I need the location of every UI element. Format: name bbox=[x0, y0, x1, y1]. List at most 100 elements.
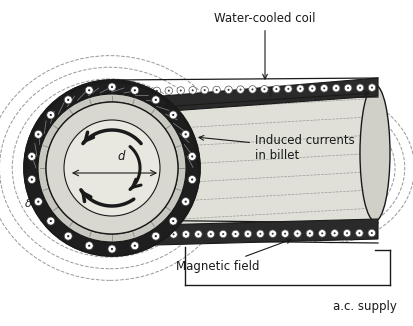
Ellipse shape bbox=[34, 198, 42, 206]
Ellipse shape bbox=[263, 88, 266, 90]
Ellipse shape bbox=[334, 232, 336, 234]
Ellipse shape bbox=[235, 233, 237, 235]
Ellipse shape bbox=[31, 178, 33, 181]
Ellipse shape bbox=[244, 230, 252, 238]
Ellipse shape bbox=[297, 232, 299, 234]
Ellipse shape bbox=[85, 242, 93, 250]
Ellipse shape bbox=[169, 111, 177, 119]
Ellipse shape bbox=[213, 86, 221, 94]
Ellipse shape bbox=[207, 230, 214, 238]
Ellipse shape bbox=[191, 156, 193, 157]
Ellipse shape bbox=[170, 230, 177, 238]
Ellipse shape bbox=[335, 87, 337, 89]
Ellipse shape bbox=[111, 86, 113, 88]
Ellipse shape bbox=[195, 230, 202, 238]
Ellipse shape bbox=[165, 87, 173, 95]
Ellipse shape bbox=[343, 230, 351, 237]
Ellipse shape bbox=[168, 90, 170, 92]
Ellipse shape bbox=[185, 133, 187, 135]
Ellipse shape bbox=[371, 87, 373, 89]
Polygon shape bbox=[115, 78, 378, 115]
Ellipse shape bbox=[359, 87, 361, 89]
Ellipse shape bbox=[356, 84, 364, 92]
Ellipse shape bbox=[144, 90, 146, 92]
Ellipse shape bbox=[67, 99, 69, 101]
Ellipse shape bbox=[24, 80, 200, 256]
Ellipse shape bbox=[344, 84, 352, 92]
Text: Induced currents
in billet: Induced currents in billet bbox=[199, 134, 355, 162]
Ellipse shape bbox=[31, 156, 33, 157]
Ellipse shape bbox=[299, 88, 301, 90]
Ellipse shape bbox=[256, 230, 264, 238]
Ellipse shape bbox=[38, 94, 186, 242]
Ellipse shape bbox=[197, 233, 199, 235]
Ellipse shape bbox=[131, 86, 139, 94]
Text: l: l bbox=[268, 87, 272, 100]
Ellipse shape bbox=[188, 175, 196, 184]
Ellipse shape bbox=[275, 88, 278, 90]
Ellipse shape bbox=[38, 94, 186, 242]
Ellipse shape bbox=[173, 233, 175, 235]
Ellipse shape bbox=[358, 232, 361, 234]
Ellipse shape bbox=[259, 233, 261, 235]
Ellipse shape bbox=[120, 90, 122, 92]
Ellipse shape bbox=[185, 233, 187, 235]
Ellipse shape bbox=[249, 86, 256, 93]
Text: Magnetic field: Magnetic field bbox=[176, 239, 291, 273]
Ellipse shape bbox=[284, 233, 286, 235]
Ellipse shape bbox=[141, 87, 149, 95]
Ellipse shape bbox=[134, 89, 136, 91]
Ellipse shape bbox=[132, 90, 134, 92]
Ellipse shape bbox=[261, 85, 268, 93]
Ellipse shape bbox=[47, 111, 55, 119]
Ellipse shape bbox=[88, 89, 90, 91]
Ellipse shape bbox=[356, 230, 363, 237]
Ellipse shape bbox=[309, 232, 311, 234]
Ellipse shape bbox=[117, 88, 125, 95]
Ellipse shape bbox=[294, 230, 301, 237]
Ellipse shape bbox=[320, 84, 328, 92]
Ellipse shape bbox=[216, 89, 218, 91]
Ellipse shape bbox=[37, 200, 39, 203]
Text: d: d bbox=[117, 150, 124, 163]
Ellipse shape bbox=[111, 248, 113, 250]
Ellipse shape bbox=[152, 96, 160, 104]
Ellipse shape bbox=[222, 233, 224, 235]
Ellipse shape bbox=[368, 229, 375, 237]
Ellipse shape bbox=[285, 85, 292, 93]
Text: a.c. supply: a.c. supply bbox=[333, 300, 397, 313]
Ellipse shape bbox=[47, 217, 55, 225]
Ellipse shape bbox=[228, 89, 230, 91]
Ellipse shape bbox=[182, 230, 190, 238]
Ellipse shape bbox=[88, 244, 90, 247]
Ellipse shape bbox=[177, 87, 185, 94]
Ellipse shape bbox=[64, 96, 72, 104]
Ellipse shape bbox=[306, 230, 313, 237]
Polygon shape bbox=[155, 219, 378, 245]
Ellipse shape bbox=[331, 230, 338, 237]
Ellipse shape bbox=[287, 88, 290, 90]
Ellipse shape bbox=[28, 153, 36, 160]
Ellipse shape bbox=[309, 85, 316, 92]
Ellipse shape bbox=[67, 235, 69, 237]
Ellipse shape bbox=[37, 133, 39, 135]
Ellipse shape bbox=[108, 245, 116, 253]
Ellipse shape bbox=[297, 85, 304, 93]
Ellipse shape bbox=[188, 153, 196, 160]
Ellipse shape bbox=[269, 230, 276, 237]
Ellipse shape bbox=[64, 120, 160, 216]
Ellipse shape bbox=[204, 89, 206, 91]
Ellipse shape bbox=[50, 114, 52, 116]
Ellipse shape bbox=[232, 230, 239, 238]
Ellipse shape bbox=[155, 235, 157, 237]
Ellipse shape bbox=[129, 87, 137, 95]
Ellipse shape bbox=[332, 84, 340, 92]
Ellipse shape bbox=[131, 242, 139, 250]
Ellipse shape bbox=[321, 232, 323, 234]
Ellipse shape bbox=[172, 114, 174, 116]
Ellipse shape bbox=[153, 87, 161, 95]
Ellipse shape bbox=[108, 83, 116, 91]
Ellipse shape bbox=[156, 90, 158, 92]
Ellipse shape bbox=[201, 86, 209, 94]
Ellipse shape bbox=[210, 233, 212, 235]
